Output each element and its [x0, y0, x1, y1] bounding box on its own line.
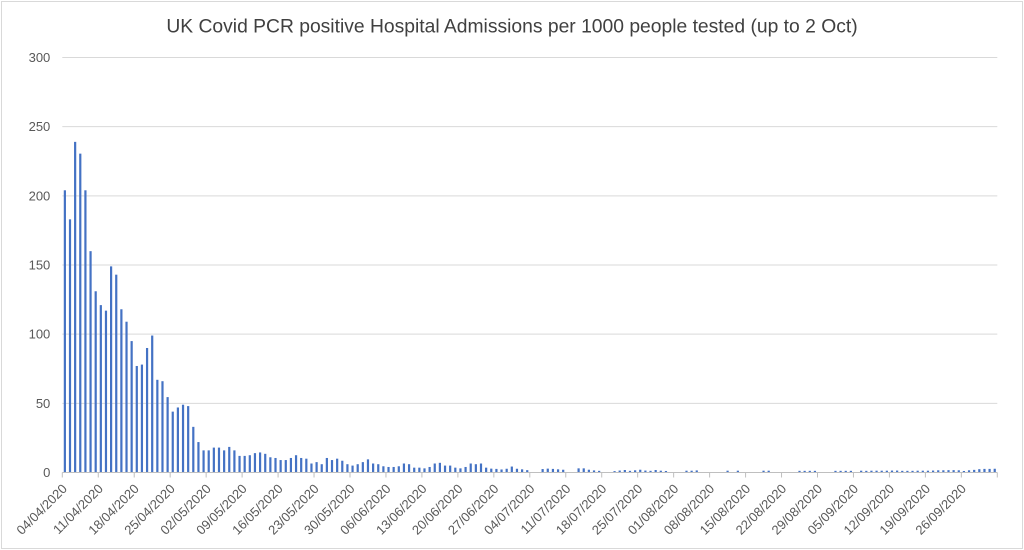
svg-text:50: 50: [36, 396, 50, 411]
svg-text:300: 300: [29, 50, 51, 65]
svg-text:200: 200: [29, 188, 51, 203]
svg-text:0: 0: [43, 465, 50, 480]
svg-text:UK Covid PCR positive Hospital: UK Covid PCR positive Hospital Admission…: [166, 17, 857, 38]
svg-text:150: 150: [29, 257, 51, 272]
svg-text:250: 250: [29, 119, 51, 134]
svg-text:100: 100: [29, 327, 51, 342]
